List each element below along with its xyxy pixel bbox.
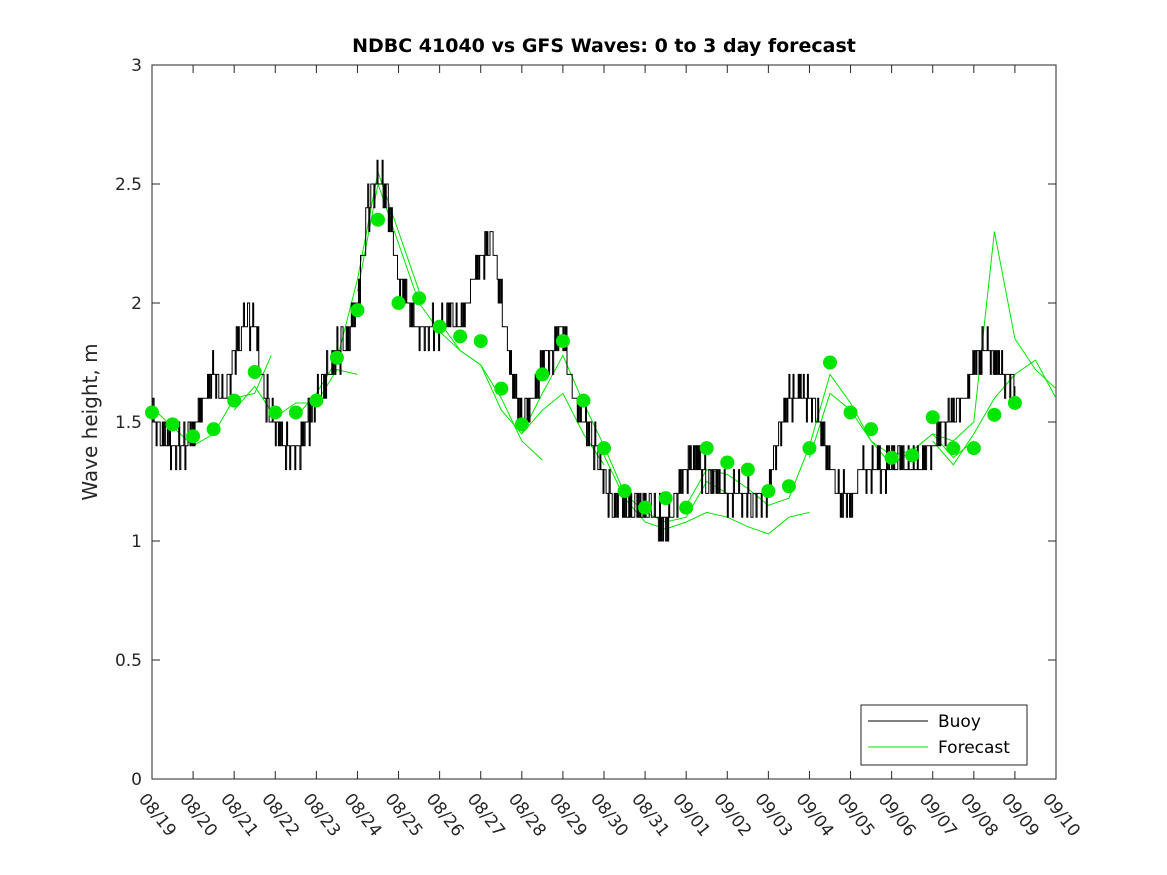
forecast-point bbox=[412, 291, 427, 306]
forecast-point bbox=[884, 450, 899, 465]
chart-title: NDBC 41040 vs GFS Waves: 0 to 3 day fore… bbox=[352, 35, 856, 57]
y-axis-label: Wave height, m bbox=[78, 343, 102, 500]
forecast-point bbox=[638, 500, 653, 515]
forecast-point bbox=[864, 422, 879, 437]
forecast-point bbox=[473, 334, 488, 349]
forecast-point bbox=[555, 334, 570, 349]
forecast-point bbox=[309, 393, 324, 408]
forecast-point bbox=[371, 212, 385, 227]
forecast-point bbox=[514, 417, 529, 432]
forecast-point bbox=[494, 381, 509, 396]
forecast-point bbox=[288, 405, 303, 420]
forecast-point bbox=[905, 448, 920, 463]
y-tick-label: 1.5 bbox=[115, 413, 142, 433]
forecast-point bbox=[699, 441, 714, 456]
forecast-point bbox=[206, 422, 221, 437]
forecast-point bbox=[679, 500, 694, 515]
y-tick-label: 3 bbox=[131, 56, 142, 76]
y-tick-label: 2 bbox=[131, 294, 142, 314]
forecast-point bbox=[1007, 395, 1022, 410]
forecast-point bbox=[165, 417, 180, 432]
forecast-run-line bbox=[295, 170, 420, 418]
forecast-point bbox=[597, 441, 611, 456]
forecast-point bbox=[453, 329, 468, 344]
legend-forecast-label: Forecast bbox=[938, 738, 1010, 758]
forecast-run-line bbox=[233, 369, 358, 418]
forecast-point bbox=[925, 410, 940, 425]
forecast-run-line bbox=[891, 231, 1057, 456]
forecast-point bbox=[186, 429, 201, 444]
y-tick-label: 1 bbox=[131, 532, 142, 552]
y-tick-label: 2.5 bbox=[115, 175, 142, 195]
forecast-point bbox=[268, 405, 283, 420]
legend: Buoy Forecast bbox=[860, 704, 1028, 766]
forecast-point bbox=[740, 462, 755, 477]
legend-buoy-label: Buoy bbox=[938, 712, 981, 732]
forecast-point bbox=[329, 350, 344, 365]
forecast-point bbox=[145, 405, 159, 420]
forecast-point bbox=[781, 479, 796, 494]
forecast-run-line bbox=[932, 359, 1057, 466]
y-tick-label: 0 bbox=[131, 770, 142, 790]
forecast-point bbox=[535, 367, 550, 382]
forecast-point bbox=[720, 455, 735, 470]
forecast-point bbox=[843, 405, 858, 420]
forecast-point bbox=[350, 303, 365, 318]
forecast-point bbox=[247, 365, 262, 380]
forecast-point bbox=[761, 484, 776, 499]
forecast-point bbox=[432, 319, 447, 334]
forecast-point bbox=[658, 491, 673, 506]
forecast-point bbox=[227, 393, 242, 408]
forecast-point bbox=[946, 441, 961, 456]
buoy-series-line bbox=[152, 159, 1016, 542]
forecast-point bbox=[823, 355, 837, 370]
forecast-point bbox=[617, 484, 632, 499]
y-tick-label: 0.5 bbox=[115, 651, 142, 671]
forecast-point bbox=[576, 393, 591, 408]
legend-box bbox=[860, 704, 1028, 766]
forecast-point bbox=[987, 407, 1002, 422]
forecast-point bbox=[391, 296, 406, 310]
forecast-point bbox=[802, 441, 817, 456]
forecast-point bbox=[966, 441, 981, 456]
